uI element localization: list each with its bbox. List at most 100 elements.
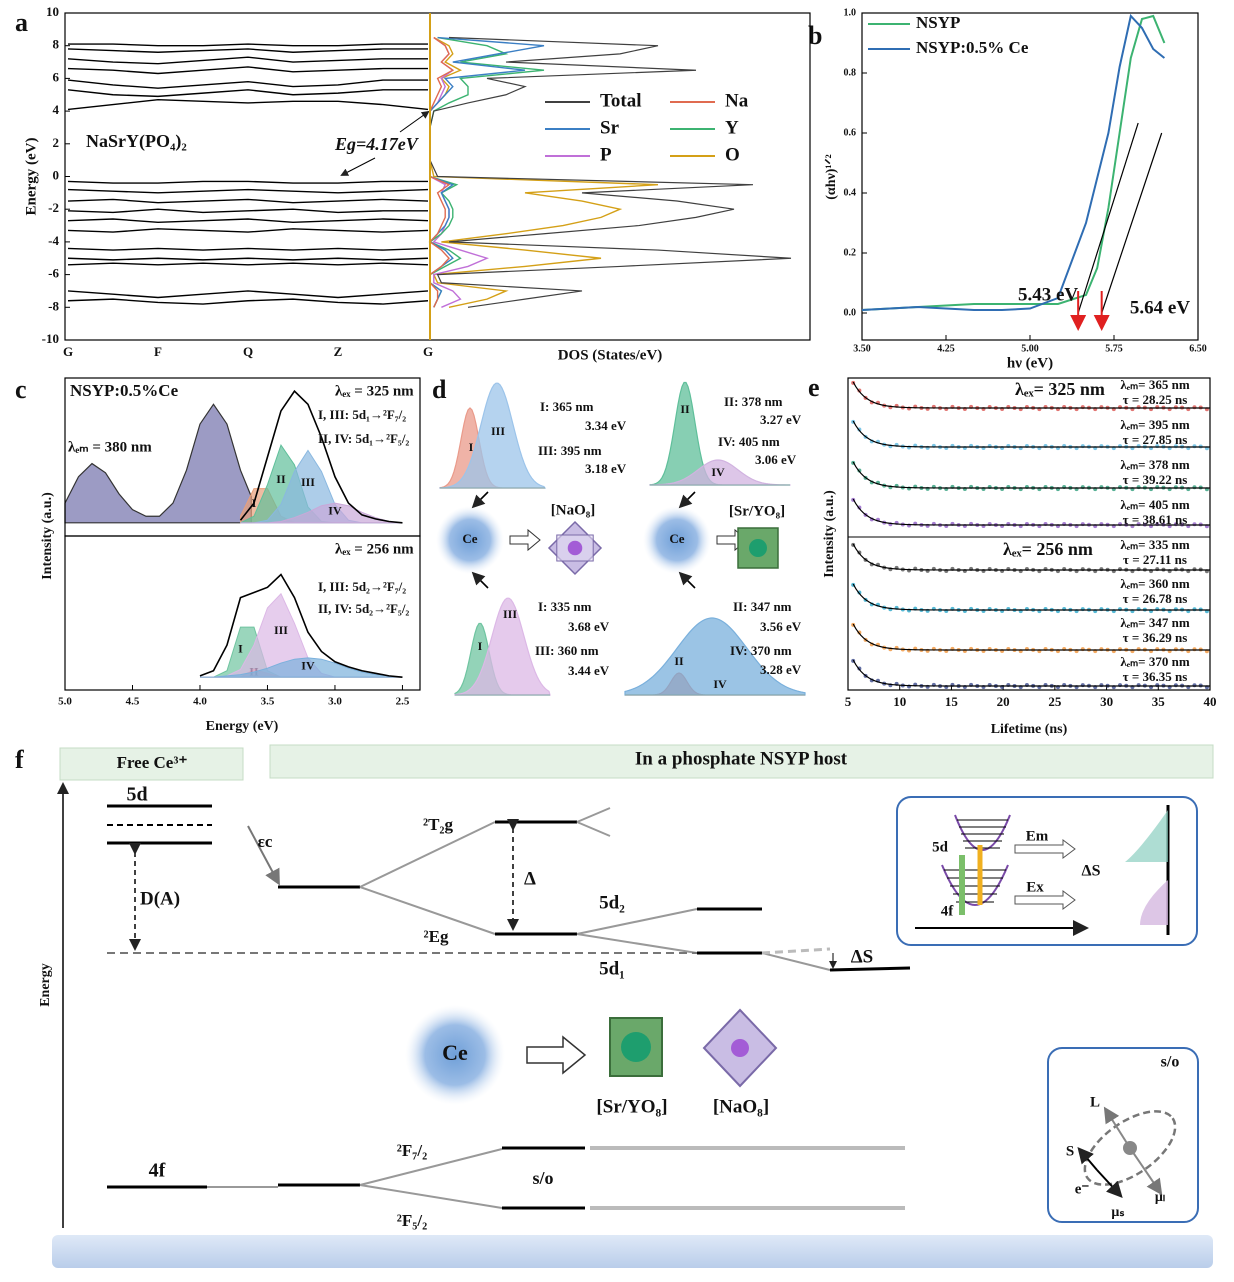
peak-energy: 3.28 eV [760,662,802,677]
diagram-label: ΔS [851,946,873,967]
band-line [67,262,429,266]
dos-line [428,36,545,308]
y-tick-label: 0.0 [844,307,857,318]
x-tick-label: 4.0 [193,696,207,708]
peak-label: I [469,440,474,454]
diagram-label: [Sr/YO₈] [596,1096,667,1117]
y-tick-label: -4 [48,233,59,248]
band-line [67,257,429,261]
panel-letter: b [808,21,822,50]
peak-energy: 3.56 eV [760,619,802,634]
band-line [67,79,428,89]
panel-letter: d [432,375,447,404]
diagram-label: 5d₂ [599,892,625,913]
diagram-label: ²Eg [424,927,449,946]
orbit [1083,1110,1177,1186]
tau-label: τ = 36.29 ns [1123,630,1188,645]
line [576,908,698,935]
tau-label: τ = 38.61 ns [1123,512,1188,527]
y-axis-label: Intensity (a.u.) [40,492,55,580]
annotation: II, IV: 5d₁→²F₅/₂ [318,431,409,446]
peak-wavelength: III: 360 nm [535,643,599,658]
component-label: II [276,472,286,486]
peak-label: IV [711,465,725,479]
peak-energy: 3.44 eV [568,663,610,678]
data-point [1173,647,1178,652]
annotation: I, III: 5d₂→²F₇/₂ [318,579,406,594]
peak-label: IV [713,677,727,691]
diagram-label: εc [258,832,273,851]
legend-label: Na [725,90,749,111]
annotation: I, III: 5d₁→²F₇/₂ [318,407,406,422]
diagram-label: Free Ce³⁺ [117,753,188,772]
panel-letter: e [808,373,820,402]
tau-label: τ = 39.22 ns [1123,472,1188,487]
plot-frame [64,535,421,691]
x-tick-label: 25 [1048,694,1062,709]
band-line [67,208,428,214]
x-tick-label: 15 [945,694,959,709]
component-label: III [301,475,315,489]
peak-wavelength: IV: 370 nm [730,643,792,658]
y-tick-label: -8 [48,298,59,313]
trace-label: λₑₘ= 365 nm [1120,377,1189,392]
line [576,821,611,837]
band-line [68,43,428,47]
annotation: λₑₓ = 325 nm [335,383,414,399]
band-line [67,198,429,204]
x-axis-label: DOS (States/eV) [558,347,663,363]
band-line [67,228,429,233]
diagram-label: [NaO₈] [713,1096,769,1117]
band-line [67,218,429,223]
x-tick-label: F [154,344,162,359]
x-axis-label: Energy (eV) [206,719,279,734]
diagram-label: 5d₁ [599,958,625,979]
atom [749,539,767,557]
line [576,933,698,954]
peak-wavelength: I: 365 nm [540,399,594,414]
arrow [340,157,376,176]
fit-line [852,461,1210,489]
peak-label: I [478,639,483,653]
ion-glow [643,506,711,574]
legend-label: NSYP:0.5% Ce [916,38,1029,57]
peak-energy: 3.18 eV [585,461,627,476]
diagram-label: In a phosphate NSYP host [635,748,848,769]
y-tick-label: 2 [53,135,60,150]
edge-label: 5.64 eV [1130,297,1190,318]
line [359,821,496,888]
trace-label: λₑₘ= 335 nm [1120,537,1189,552]
y-tick-label: 1.0 [844,7,857,18]
peak-energy: 3.68 eV [568,619,610,634]
line [359,1148,503,1186]
data-point [1192,444,1197,449]
y-tick-label: 0.4 [844,187,857,198]
data-point [1192,405,1197,410]
line [761,947,831,955]
diagram-label: ²F₇/₂ [397,1141,427,1160]
fit-line [852,381,1210,409]
annotation: λₑₓ = 256 nm [335,541,414,557]
panel-letter: f [15,745,24,774]
data-point [1192,522,1197,527]
arrow [678,491,696,509]
diagram-label: Energy [38,963,53,1007]
group-label: λₑₓ= 256 nm [1003,539,1093,559]
band-line [67,66,428,75]
component-label: I [238,641,243,655]
excitation-area [64,403,252,524]
data-point [1192,485,1197,490]
legend-label: O [725,144,740,165]
line [576,807,611,823]
fit-line [852,543,1210,571]
y-tick-label: 8 [53,37,60,52]
peak-label: III [503,607,517,621]
x-tick-label: 4.5 [126,696,140,708]
inset-box [1047,1047,1199,1223]
x-tick-label: Z [334,344,343,359]
x-tick-label: 5.00 [1021,343,1039,354]
y-tick-label: -2 [48,200,59,215]
x-tick-label: G [423,344,433,359]
open-arrow [1014,839,1076,859]
dos-line [428,36,455,308]
